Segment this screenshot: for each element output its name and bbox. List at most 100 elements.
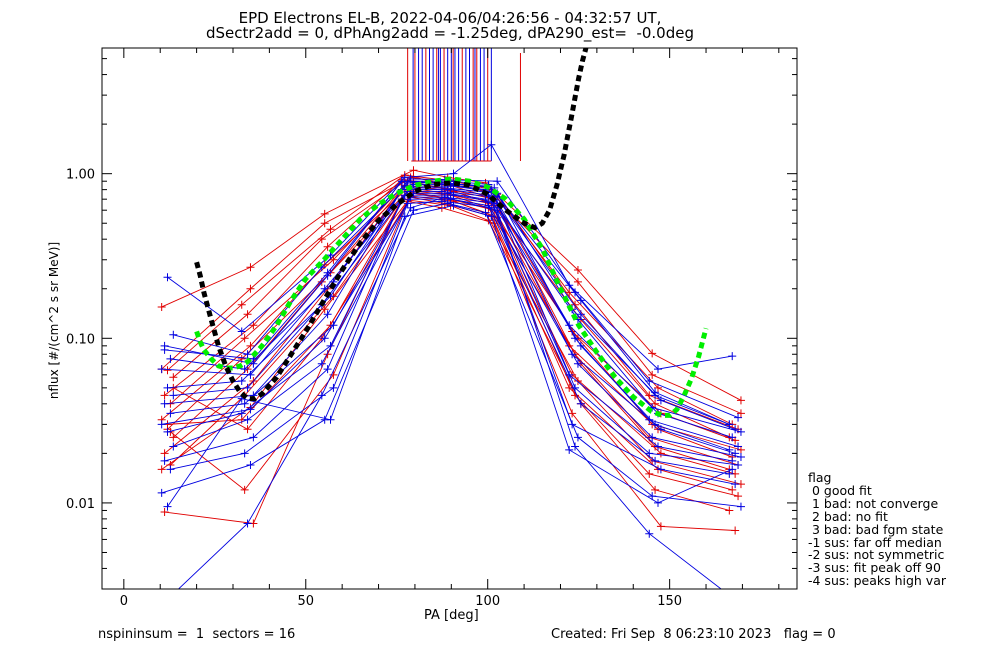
data-point (157, 465, 166, 474)
data-point (169, 391, 178, 400)
data-point (243, 415, 252, 424)
data-point (243, 383, 252, 392)
legend-item: -4 sus: peaks high var (808, 573, 947, 589)
data-point (565, 445, 574, 454)
y-tick-label: 0.10 (66, 332, 95, 347)
green-fit-curve (194, 176, 709, 418)
data-point (734, 413, 743, 422)
data-point (397, 177, 406, 186)
y-tick-label: 1.00 (66, 168, 95, 183)
data-point (406, 203, 415, 212)
data-point (443, 199, 452, 208)
data-point (493, 177, 502, 186)
data-point (169, 590, 177, 598)
data-point (568, 409, 577, 418)
black-fit-curve (194, 48, 589, 402)
series-line (167, 194, 733, 462)
data-point (326, 415, 335, 424)
data-point (243, 519, 252, 528)
data-point (736, 453, 745, 462)
data-point (654, 383, 662, 392)
data-point (246, 284, 255, 293)
x-axis-label: PA [deg] (424, 608, 479, 623)
series-line (177, 196, 722, 589)
data-point (576, 399, 585, 408)
data-point (573, 377, 582, 386)
data-point (437, 187, 446, 196)
data-point (326, 225, 335, 234)
x-tick-label: 0 (120, 594, 128, 609)
data-point (320, 219, 329, 228)
data-point (160, 399, 169, 408)
data-point (246, 263, 255, 272)
data-point (329, 383, 338, 392)
series-line (167, 205, 733, 507)
series-line (170, 190, 736, 475)
data-point (651, 456, 660, 465)
title-line-2: dSectr2add = 0, dPhAng2add = -1.25deg, d… (206, 24, 694, 42)
data-point (493, 206, 502, 215)
data-point (573, 265, 582, 274)
data-point (317, 359, 326, 368)
data-point (403, 199, 412, 208)
series-line (161, 176, 742, 414)
data-point (654, 498, 662, 507)
data-point (160, 345, 169, 354)
data-point (571, 300, 580, 309)
data-point (728, 352, 737, 361)
data-point (323, 242, 332, 251)
data-point (160, 456, 169, 465)
data-point (728, 433, 737, 442)
data-point (656, 522, 665, 531)
data-point (320, 209, 329, 218)
legend-item: 0 good fit (808, 482, 872, 498)
data-point (237, 327, 246, 336)
legend-item: 3 bad: bad fgm state (808, 521, 944, 537)
data-point (736, 409, 745, 418)
data-point (329, 370, 338, 379)
data-point (323, 350, 332, 359)
data-point (725, 469, 734, 478)
data-point (160, 449, 169, 458)
data-point (246, 460, 255, 469)
data-point (449, 169, 458, 178)
data-point (731, 526, 740, 535)
data-point (734, 492, 743, 501)
data-point (166, 465, 175, 474)
x-tick-label: 150 (657, 594, 682, 609)
data-point (728, 456, 737, 465)
data-point (656, 425, 665, 434)
data-point (160, 508, 169, 517)
data-point (157, 420, 166, 429)
data-point (573, 359, 582, 368)
data-point (487, 212, 496, 221)
data-point (651, 391, 660, 400)
data-point (648, 349, 657, 358)
data-point (166, 354, 175, 363)
data-point (648, 492, 657, 501)
data-point (449, 201, 458, 210)
data-point (240, 449, 249, 458)
data-point (240, 334, 249, 343)
data-point (736, 396, 745, 405)
data-point (734, 442, 743, 451)
plot-area (157, 48, 745, 598)
data-point (169, 330, 178, 339)
data-point (169, 442, 178, 451)
data-point (326, 341, 335, 350)
data-point (243, 350, 252, 359)
data-point (320, 334, 329, 343)
data-point (654, 365, 662, 374)
data-point (240, 399, 249, 408)
data-point (243, 425, 252, 434)
data-point (249, 321, 258, 330)
data-point (645, 529, 654, 538)
legend-item: -1 sus: far off median (808, 534, 942, 550)
data-point (163, 383, 172, 392)
data-point (651, 485, 660, 494)
data-point (163, 502, 172, 511)
legend-title: flag (808, 470, 832, 485)
legend-item: -2 sus: not symmetric (808, 547, 945, 563)
data-point (157, 488, 166, 497)
data-point (163, 273, 172, 282)
